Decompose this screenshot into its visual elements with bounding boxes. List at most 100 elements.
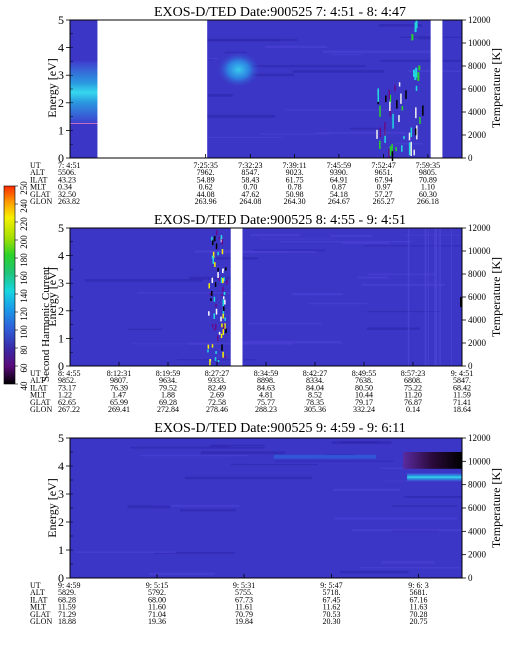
spectrogram-streak bbox=[146, 114, 276, 118]
ephemeris-value: 32.50 bbox=[58, 190, 76, 199]
ephemeris-value: 265.27 bbox=[373, 197, 395, 206]
spectrogram-streak bbox=[331, 53, 362, 56]
ephemeris-value: 62.65 bbox=[58, 398, 76, 407]
y2-tick-label: 10000 bbox=[468, 456, 491, 466]
y2-tick-label: 6000 bbox=[468, 84, 487, 94]
colorbar-tick-label: 200 bbox=[19, 235, 29, 249]
ephemeris-row-label: MLT bbox=[30, 391, 46, 400]
spectrogram-spike bbox=[222, 351, 224, 358]
panel-2-y2label: Temperature [K] bbox=[489, 257, 503, 337]
data-gap bbox=[430, 19, 443, 159]
spectrogram-streak bbox=[379, 24, 422, 27]
ephemeris-row-label: ILAT bbox=[30, 595, 47, 604]
spectrogram-spike bbox=[401, 105, 404, 111]
spectrogram-spike bbox=[220, 235, 223, 240]
y2-tick-label: 8000 bbox=[468, 269, 487, 279]
spectrogram-spike bbox=[398, 82, 401, 87]
spectrogram-spike bbox=[212, 251, 215, 259]
ephemeris-value: 5506. bbox=[58, 168, 76, 177]
spectrogram-spike bbox=[410, 141, 412, 157]
y2-tick-label: 0 bbox=[468, 361, 473, 371]
y-tick-label: 5 bbox=[58, 431, 64, 445]
ephemeris-value: 67.73 bbox=[235, 595, 253, 604]
ephemeris-value: 65.99 bbox=[110, 398, 128, 407]
spectrogram-streak bbox=[404, 495, 462, 499]
colorbar-tick-label: 100 bbox=[19, 325, 29, 339]
spectrogram-streak bbox=[153, 504, 240, 507]
ephemeris-value: 7:52:47 bbox=[371, 161, 395, 170]
y2-tick-label: 8000 bbox=[468, 61, 487, 71]
y-tick-label: 0 bbox=[58, 359, 64, 373]
panel-1-data-gaps bbox=[97, 19, 443, 159]
spectrogram-spike bbox=[392, 113, 394, 129]
panel-1-y2label: Temperature [K] bbox=[489, 48, 503, 128]
y2-tick-label: 2000 bbox=[468, 338, 487, 348]
spectrogram-streak bbox=[340, 441, 379, 444]
ephemeris-row-label: MLT bbox=[30, 603, 46, 612]
spectrogram-spike bbox=[222, 313, 224, 319]
spectrogram-spike bbox=[215, 351, 217, 354]
spectrogram-streak bbox=[207, 93, 233, 97]
ephemeris-value: 47.62 bbox=[241, 190, 259, 199]
spectrogram-streak bbox=[285, 109, 404, 111]
spectrogram-spike bbox=[396, 99, 398, 109]
spectrogram-streak bbox=[227, 73, 294, 77]
y2-tick-label: 0 bbox=[468, 573, 473, 583]
ephemeris-value: 264.30 bbox=[284, 197, 306, 206]
spectrogram-spike bbox=[422, 105, 424, 116]
spectrogram-streak bbox=[349, 127, 382, 130]
spectrogram-spike bbox=[384, 129, 386, 143]
ephemeris-value: 61.75 bbox=[286, 175, 304, 184]
spectrogram-spike bbox=[389, 107, 392, 117]
spectrogram-spike bbox=[222, 286, 224, 293]
spectrogram-spike bbox=[401, 145, 403, 152]
ephemeris-value: 5718. bbox=[322, 588, 340, 597]
ephemeris-value: 70.89 bbox=[419, 175, 437, 184]
colorbar-tick-label: 60 bbox=[19, 363, 29, 373]
ephemeris-value: 288.23 bbox=[255, 405, 277, 414]
spectrogram-spike bbox=[419, 116, 421, 125]
ephemeris-value: 8:42:27 bbox=[303, 369, 327, 378]
y2-tick-label: 4000 bbox=[468, 526, 487, 536]
spectrogram-streak bbox=[252, 249, 325, 252]
ephemeris-value: 9: 5:31 bbox=[233, 581, 255, 590]
y2-tick-label: 12000 bbox=[468, 433, 491, 443]
ephemeris-value: 8:57:23 bbox=[401, 369, 425, 378]
ephemeris-value: 75.22 bbox=[404, 383, 422, 392]
spectrogram-streak bbox=[341, 241, 389, 244]
ephemeris-row-label: GLON bbox=[30, 617, 52, 626]
ephemeris-value: 11.60 bbox=[148, 603, 166, 612]
spectrogram-spike bbox=[391, 149, 394, 161]
spectrogram-streak bbox=[247, 322, 323, 325]
spectrogram-spike bbox=[215, 323, 217, 330]
spectrogram-streak bbox=[137, 292, 245, 294]
ephemeris-value: 44.08 bbox=[197, 190, 215, 199]
spectrogram-streak bbox=[418, 36, 443, 40]
ephemeris-value: 20.30 bbox=[322, 617, 340, 626]
spectrogram-streak bbox=[177, 359, 257, 361]
spectrogram-streak bbox=[394, 142, 424, 145]
ephemeris-value: 68.00 bbox=[148, 595, 166, 604]
spectrogram-spike bbox=[211, 344, 214, 348]
spectrogram-streak bbox=[357, 276, 389, 279]
spectrogram-spike bbox=[210, 298, 212, 301]
y-tick-label: 3 bbox=[58, 68, 64, 82]
spectrogram-spike bbox=[212, 239, 214, 246]
spectrogram-streak bbox=[333, 488, 401, 492]
ephemeris-row-label: GLAT bbox=[30, 398, 51, 407]
data-gap bbox=[97, 19, 208, 159]
ephemeris-value: 9805. bbox=[419, 168, 437, 177]
spectrogram-streak bbox=[351, 529, 462, 532]
spectrogram-spike bbox=[408, 132, 411, 141]
spectrogram-blob bbox=[216, 51, 261, 88]
ephemeris-value: 76.87 bbox=[404, 398, 422, 407]
spectrogram-streak bbox=[84, 279, 203, 282]
spectrogram-streak bbox=[340, 570, 409, 574]
spectrogram-spike bbox=[414, 128, 417, 136]
spectrogram-spike bbox=[211, 323, 214, 328]
ephemeris-value: 7638. bbox=[355, 376, 373, 385]
ephemeris-value: 7:45:59 bbox=[327, 161, 351, 170]
y-tick-label: 4 bbox=[58, 249, 64, 263]
y-tick-label: 1 bbox=[58, 543, 64, 557]
